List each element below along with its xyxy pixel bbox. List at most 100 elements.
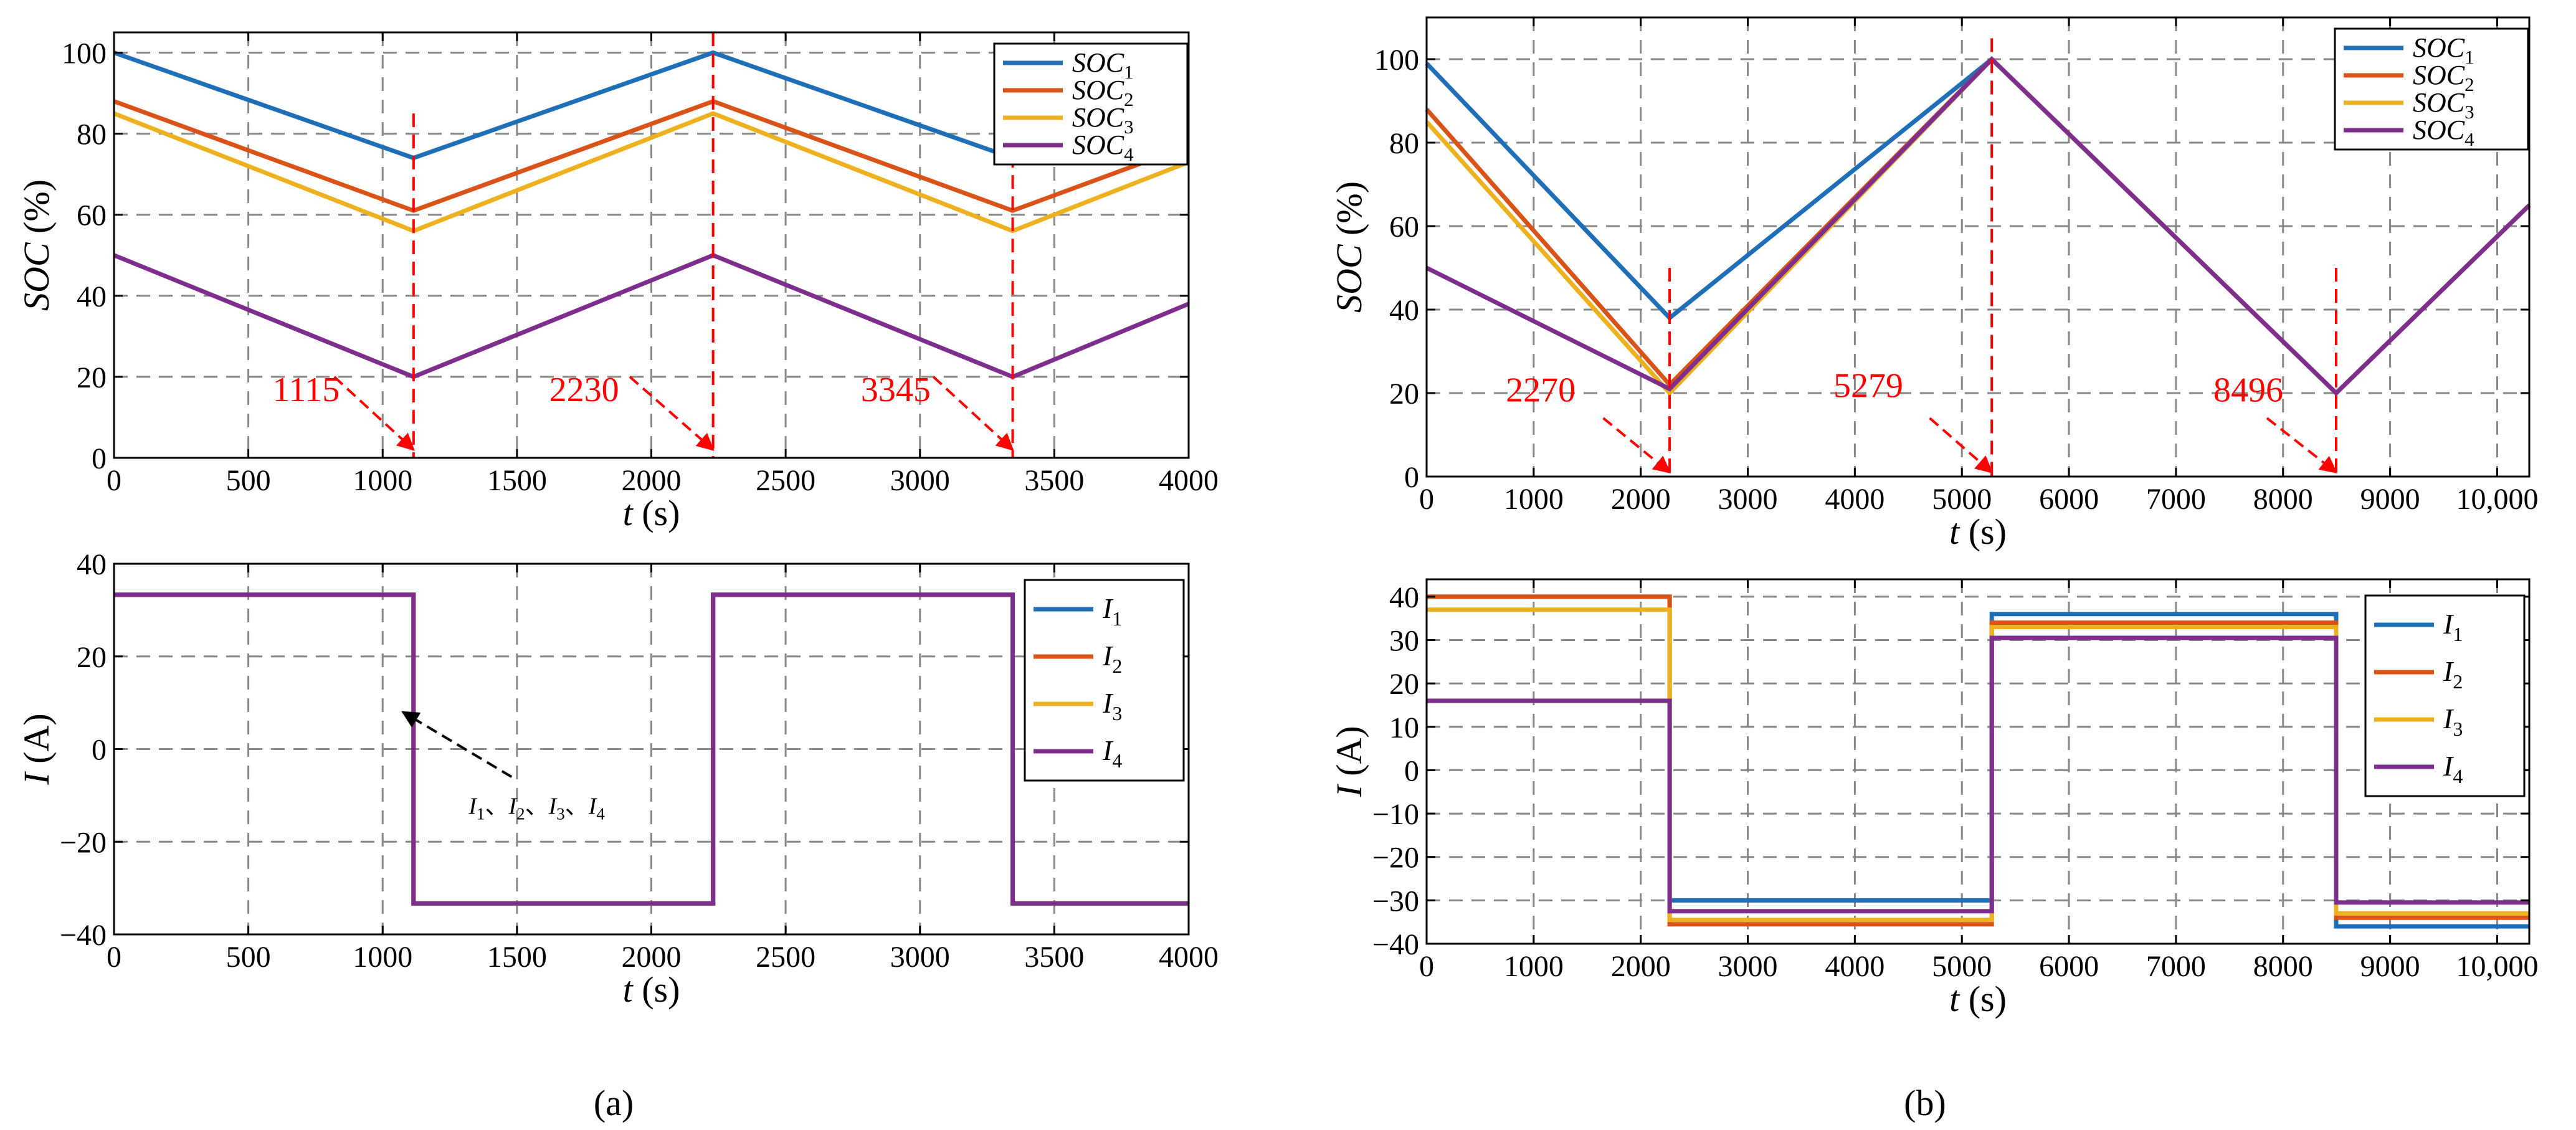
a-i-xtick-label-6: 3000 [890,941,950,974]
b-soc-legend-label-soc4: SOC4 [2413,115,2474,150]
b-i-ytick-label-0: −40 [1372,928,1419,961]
a-i-legend-label-i1: I1 [1102,592,1122,630]
b-soc-legend-label-soc2: SOC2 [2413,60,2474,95]
b-i-legend-box [2364,594,2526,797]
a-soc-annotation-arrow-2 [932,376,1014,451]
b-i-legend-label-i3: I3 [2443,703,2463,740]
a-soc-xtick-label-4: 2000 [622,464,682,497]
b-i-ytick-label-7: 30 [1389,625,1419,658]
b-soc-annotation-label-0: 2270 [1506,371,1576,409]
b-soc-annotation-label-2: 8496 [2213,371,2283,409]
b-i-ytick-label-5: 10 [1389,711,1419,744]
a-soc-xtick-label-8: 4000 [1159,464,1219,497]
a-soc-ytick-label-0: 0 [92,442,107,475]
a-soc-annotation-arrow-0 [333,376,415,451]
b-soc-xtick-label-4: 4000 [1825,483,1884,516]
b-i-xtick-label-4: 4000 [1825,950,1884,983]
a-soc-xtick-label-2: 1000 [353,464,412,497]
b-soc-legend-label-soc1: SOC1 [2413,32,2474,68]
b-i-ytick-label-1: −30 [1372,885,1419,918]
b-soc-xtick-label-2: 2000 [1611,483,1671,516]
b-i-ytick-label-3: −10 [1372,798,1419,831]
a-soc-ylabel: SOC (%) [16,179,57,311]
a-i-xtick-label-2: 1000 [353,941,412,974]
b-i-xtick-label-5: 5000 [1932,950,1992,983]
b-soc-series-soc4 [1425,56,2531,396]
b-soc-annotation-label-1: 5279 [1833,367,1903,406]
a-i-legend-label-i4: I4 [1102,734,1122,772]
b-i-xtick-label-9: 9000 [2360,950,2420,983]
b-i-xtick-label-1: 1000 [1504,950,1564,983]
b-i-xtick-label-10: 10,000 [2456,950,2538,983]
b-soc-ylabel: SOC (%) [1329,181,1369,313]
b-i-ytick-label-2: −20 [1372,842,1419,875]
b-i-series-i3 [1427,607,2529,923]
chart-b-i: 0 1000 2000 3000 4000 5000 6000 7000 8000 9000 10,… [1329,578,2538,1019]
b-soc-ytick-label-5: 100 [1374,44,1419,77]
b-i-axes-frame [1425,578,2531,945]
b-soc-xtick-label-1: 1000 [1504,483,1564,516]
b-i-legend-label-i2: I2 [2443,655,2463,693]
b-i-series-i2 [1427,594,2529,927]
b-soc-axes-frame [1425,16,2531,478]
b-i-legend-label-i1: I1 [2443,608,2463,645]
a-i-legend-label-i3: I3 [1102,687,1122,724]
b-soc-xtick-label-9: 9000 [2360,483,2420,516]
a-i-xtick-label-5: 2500 [756,941,815,974]
b-i-xlabel: t (s) [1949,979,2007,1019]
a-i-series-i4 [114,592,1189,906]
a-soc-xtick-label-7: 3500 [1024,464,1084,497]
a-i-legend-label-i2: I2 [1102,640,1122,677]
panel-label-b: (b) [1904,1083,1946,1123]
a-soc-legend-label-soc1: SOC1 [1072,47,1134,83]
b-i-ylabel: I (A) [1329,726,1369,797]
b-i-legend-label-i4: I4 [2443,750,2463,787]
b-soc-xtick-label-8: 8000 [2253,483,2313,516]
b-soc-ytick-label-1: 20 [1389,377,1419,411]
a-soc-xlabel: t (s) [623,493,680,533]
b-i-xtick-label-2: 2000 [1611,950,1671,983]
b-soc-annotation-arrow-1 [1929,417,1994,474]
a-soc-ytick-label-2: 40 [77,280,107,313]
a-soc-xtick-label-5: 2500 [756,464,815,497]
b-soc-legend-label-soc3: SOC3 [2413,87,2474,123]
a-i-ytick-label-3: 20 [77,641,107,674]
a-i-xtick-label-4: 2000 [622,941,682,974]
panel-label-a: (a) [594,1083,634,1123]
a-i-xtick-label-3: 1500 [487,941,547,974]
a-i-xlabel: t (s) [623,969,680,1010]
a-soc-xtick-label-3: 1500 [487,464,547,497]
a-soc-xtick-label-1: 500 [226,464,271,497]
a-i-note-label: I1、I2、I3、I4 [468,794,605,824]
b-i-xtick-label-3: 3000 [1718,950,1778,983]
a-i-ytick-label-2: 0 [92,734,107,767]
a-soc-legend-label-soc4: SOC4 [1072,130,1134,165]
a-soc-legend-label-soc3: SOC3 [1072,102,1134,138]
a-soc-ytick-label-5: 100 [62,37,107,70]
b-soc-ytick-label-4: 80 [1389,127,1419,160]
b-soc-xtick-label-10: 10,000 [2456,483,2538,516]
b-i-ytick-label-6: 20 [1389,668,1419,701]
a-soc-xtick-label-0: 0 [107,464,121,497]
b-i-series-i1 [1427,594,2529,929]
a-i-xtick-label-0: 0 [107,941,121,974]
b-i-series-i4 [1427,635,2529,914]
a-soc-annotation-label-2: 3345 [861,371,931,409]
b-soc-xlabel: t (s) [1949,511,2007,552]
b-i-ytick-label-4: 0 [1404,754,1419,787]
a-i-xtick-label-7: 3500 [1024,941,1084,974]
a-soc-annotation-label-1: 2230 [549,371,619,409]
a-soc-ytick-label-3: 60 [77,199,107,232]
b-i-xtick-label-7: 7000 [2146,950,2206,983]
a-i-xtick-label-8: 4000 [1159,941,1219,974]
b-soc-annotation-arrow-0 [1602,417,1671,474]
a-soc-series-soc3 [113,111,1190,234]
a-soc-xtick-label-6: 3000 [890,464,950,497]
b-i-xtick-label-8: 8000 [2253,950,2313,983]
b-soc-annotation-arrow-2 [2266,417,2338,474]
b-soc-xtick-label-3: 3000 [1718,483,1778,516]
a-soc-legend-label-soc2: SOC2 [1072,75,1134,110]
